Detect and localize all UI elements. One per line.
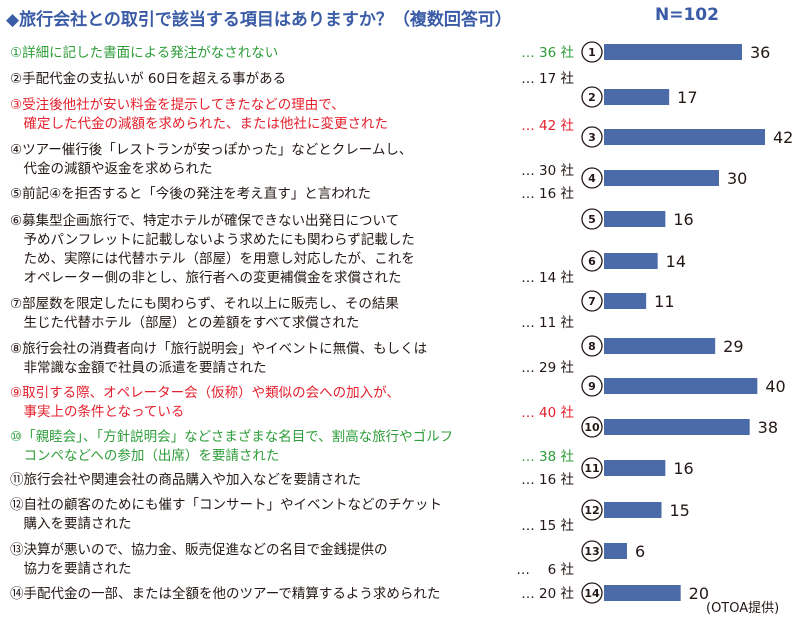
question-text: ⑭手配代金の一部、または全額を他のツアーで精算するよう求められた <box>10 586 441 602</box>
category-marker <box>581 41 603 63</box>
question-text: ②手配代金の支払いが 60日を超える事がある <box>10 71 287 87</box>
category-marker <box>581 582 603 604</box>
category-label: 9 <box>588 380 596 393</box>
question-text: ⑨取引する際、オペレーター会（仮称）や類似の会への加入が、 事実上の条件となって… <box>10 385 400 420</box>
question-count: … 15 社 <box>521 518 574 534</box>
category-label: 1 <box>588 46 596 59</box>
question-count: … 20 社 <box>521 586 574 602</box>
bar <box>604 502 662 518</box>
question-text: ①詳細に記した書面による発注がなされない <box>10 45 279 61</box>
bar-value-label: 16 <box>673 210 693 229</box>
category-label: 5 <box>588 213 596 226</box>
bar-value-label: 11 <box>654 292 674 311</box>
category-marker <box>581 86 603 108</box>
category-label: 14 <box>584 587 600 600</box>
question-text: ⑪旅行会社や関連会社の商品購入や加入などを要請された <box>10 472 361 488</box>
category-marker <box>581 126 603 148</box>
bar-value-label: 42 <box>773 128 793 147</box>
bar <box>604 585 681 601</box>
question-count: … 6 社 <box>516 562 574 578</box>
question-count: … 38 社 <box>521 449 574 465</box>
category-label: 10 <box>584 421 600 434</box>
question-text: ⑧旅行会社の消費者向け「旅行説明会」やイベントに無償、もしくは 非常識な金額で社… <box>10 341 428 376</box>
category-marker <box>581 457 603 479</box>
question-text: ④ツアー催行後「レストランが安っぽかった」などとクレームし、 代金の減額や返金を… <box>10 142 413 177</box>
category-label: 8 <box>588 340 596 353</box>
question-count: … 16 社 <box>521 472 574 488</box>
question-text: ⑬決算が悪いので、協力金、販売促進などの名目で金銭提供の 協力を要請された <box>10 542 388 577</box>
category-label: 6 <box>588 255 596 268</box>
category-marker <box>581 375 603 397</box>
bar <box>604 211 666 227</box>
bar-value-label: 40 <box>765 377 785 396</box>
category-label: 13 <box>584 545 599 558</box>
question-count: … 40 社 <box>521 405 574 421</box>
category-marker <box>581 208 603 230</box>
bar-value-label: 15 <box>670 501 690 520</box>
source-note: (OTOA提供) <box>706 601 780 616</box>
question-text: ⑩「親睦会」、「方針説明会」などさまざまな名目で、割高な旅行やゴルフ コンペなど… <box>10 429 454 464</box>
question-text: ⑤前記④を拒否すると「今後の発注を考え直す」と言われた <box>10 186 372 202</box>
category-label: 3 <box>588 131 596 144</box>
bar <box>604 460 666 476</box>
question-count: … 30 社 <box>521 163 574 179</box>
category-marker <box>581 416 603 438</box>
category-marker <box>581 499 603 521</box>
question-count: … 16 社 <box>521 186 574 202</box>
bar <box>604 419 750 435</box>
question-text: ⑦部屋数を限定したにも関わらず、それ以上に販売し、その結果 生じた代替ホテル（部… <box>10 296 399 331</box>
bar <box>604 293 647 309</box>
question-count: … 42 社 <box>521 118 574 134</box>
category-label: 12 <box>584 504 599 517</box>
category-marker <box>581 250 603 272</box>
bar-value-label: 6 <box>635 542 645 561</box>
bar <box>604 44 742 60</box>
question-text: ⑥募集型企画旅行で、特定ホテルが確保できない出発日について 予めパンフレットに記… <box>10 213 415 286</box>
bar-value-label: 38 <box>758 418 778 437</box>
bar-value-label: 17 <box>677 88 697 107</box>
category-label: 7 <box>588 295 596 308</box>
category-label: 11 <box>584 462 599 475</box>
category-marker <box>581 167 603 189</box>
category-marker <box>581 335 603 357</box>
category-label: 4 <box>588 172 596 185</box>
bar <box>604 129 765 145</box>
bar-value-label: 30 <box>727 169 747 188</box>
bar-value-label: 16 <box>673 459 693 478</box>
question-text: ③受注後他社が安い料金を提示してきたなどの理由で、 確定した代金の減額を求められ… <box>10 97 388 132</box>
question-count: … 14 社 <box>521 270 574 286</box>
bar-value-label: 14 <box>666 252 686 271</box>
bar <box>604 89 670 105</box>
category-label: 2 <box>588 91 596 104</box>
bar <box>604 338 716 354</box>
sample-size-label: N=102 <box>655 5 719 25</box>
bar <box>604 170 719 186</box>
bar <box>604 543 627 559</box>
question-count: … 17 社 <box>521 71 574 87</box>
bar-value-label: 36 <box>750 43 770 62</box>
category-marker <box>581 290 603 312</box>
question-count: … 29 社 <box>521 360 574 376</box>
category-marker <box>581 540 603 562</box>
question-text: ⑫自社の顧客のためにも催す「コンサート」やイベントなどのチケット 購入を要請され… <box>10 497 442 532</box>
bar-value-label: 20 <box>689 584 709 603</box>
question-count: … 11 社 <box>521 315 574 331</box>
chart-title: ◆旅行会社との取引で該当する項目はありますか？（複数回答可） <box>6 10 512 30</box>
bar-value-label: 29 <box>723 337 743 356</box>
bar <box>604 378 758 394</box>
question-count: … 36 社 <box>521 45 574 61</box>
bar <box>604 253 658 269</box>
